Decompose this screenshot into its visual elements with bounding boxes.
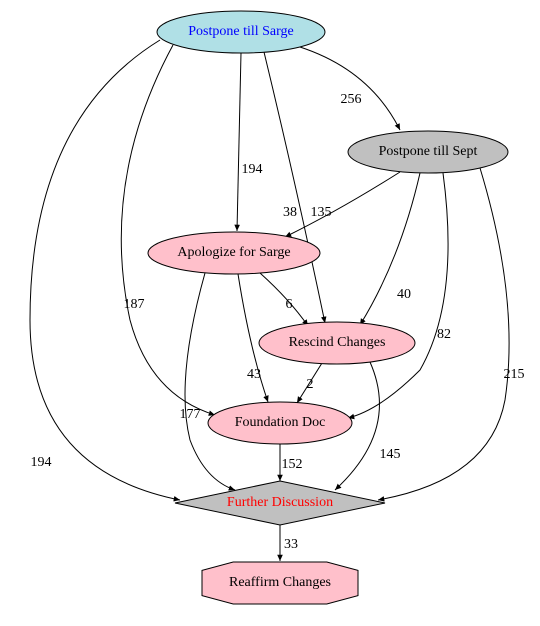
edge-postpone_sarge-foundation	[121, 45, 215, 415]
edge-label-postpone_sarge-rescind: 38	[283, 205, 297, 220]
edge-label-postpone_sept-apologize: 135	[311, 205, 332, 220]
edge-label-postpone_sept-foundation: 82	[437, 327, 451, 342]
node-label-postpone_sept: Postpone till Sept	[379, 144, 478, 159]
edge-postpone_sept-rescind	[360, 173, 420, 325]
node-label-rescind: Rescind Changes	[289, 335, 386, 350]
edge-postpone_sarge-apologize	[237, 53, 241, 231]
edge-label-discussion-reaffirm: 33	[284, 537, 298, 552]
graph-diagram: Postpone till Sarge Postpone till Sept Apo…	[0, 0, 540, 626]
edge-label-postpone_sarge-postpone_sept: 256	[341, 92, 362, 107]
node-label-apologize: Apologize for Sarge	[177, 245, 290, 260]
edge-label-apologize-foundation: 43	[247, 367, 261, 382]
edge-postpone_sept-apologize	[285, 172, 400, 237]
edge-label-postpone_sarge-foundation: 187	[124, 297, 145, 312]
edge-apologize-rescind	[260, 273, 308, 326]
edge-postpone_sarge-discussion	[30, 40, 180, 500]
edge-label-postpone_sept-discussion: 215	[504, 367, 525, 382]
node-label-reaffirm: Reaffirm Changes	[229, 575, 331, 590]
node-label-postpone_sarge: Postpone till Sarge	[188, 24, 294, 39]
edge-label-foundation-discussion: 152	[282, 457, 303, 472]
edge-label-apologize-rescind: 6	[286, 297, 293, 312]
node-label-foundation: Foundation Doc	[235, 415, 326, 430]
edge-label-postpone_sarge-discussion: 194	[31, 455, 52, 470]
node-label-discussion: Further Discussion	[227, 495, 333, 510]
edge-apologize-discussion	[185, 273, 235, 490]
edge-label-postpone_sept-rescind: 40	[397, 287, 411, 302]
edge-label-rescind-foundation: 2	[307, 377, 314, 392]
edge-label-postpone_sarge-apologize: 194	[242, 162, 263, 177]
edge-label-rescind-discussion: 145	[380, 447, 401, 462]
edge-postpone_sarge-postpone_sept	[300, 47, 400, 130]
edge-postpone_sarge-rescind	[264, 52, 325, 323]
edge-label-apologize-discussion: 177	[180, 407, 201, 422]
